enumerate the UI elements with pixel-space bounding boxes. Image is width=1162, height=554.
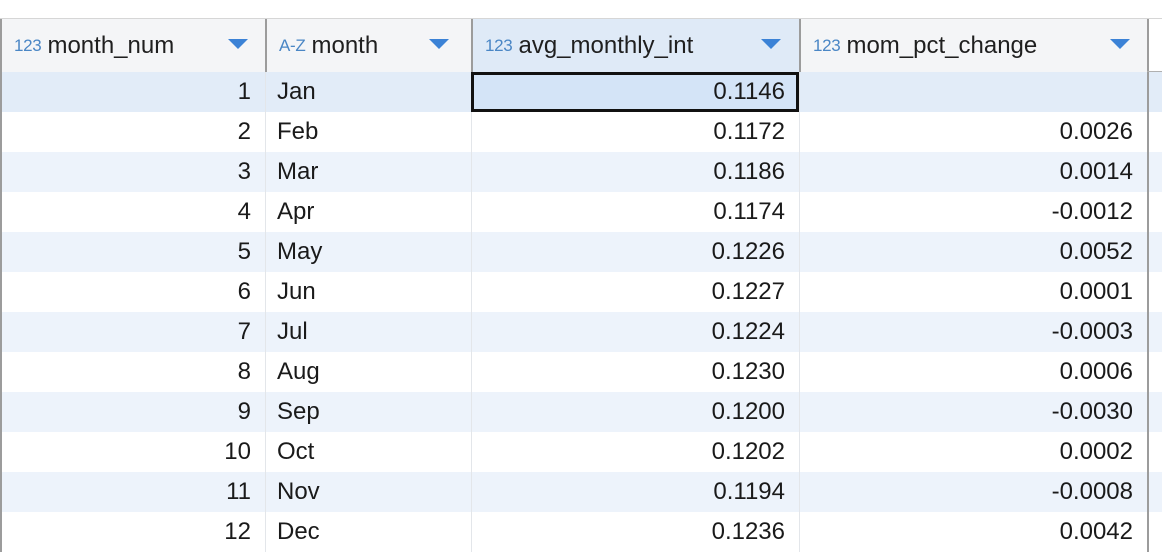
cell-month[interactable]: Jun: [265, 272, 471, 312]
cell-month-num[interactable]: 4: [0, 192, 265, 232]
chevron-down-icon[interactable]: [429, 39, 449, 49]
cell-mom-pct-change[interactable]: 0.0006: [799, 352, 1147, 392]
cell-mom-pct-change[interactable]: 0.0026: [799, 112, 1147, 152]
cell-avg-monthly-int[interactable]: 0.1172: [471, 112, 799, 152]
cell-avg-monthly-int[interactable]: 0.1194: [471, 472, 799, 512]
cell-month-num[interactable]: 8: [0, 352, 265, 392]
row-filler: [1147, 272, 1162, 312]
table-row[interactable]: 5 May 0.1226 0.0052: [0, 232, 1162, 272]
cell-month-num[interactable]: 6: [0, 272, 265, 312]
cell-mom-pct-change[interactable]: 0.0052: [799, 232, 1147, 272]
column-name: mom_pct_change: [846, 31, 1038, 59]
table-row[interactable]: 9 Sep 0.1200 -0.0030: [0, 392, 1162, 432]
grid-header: 123 month_num A-Z month 123 avg_monthly_…: [0, 19, 1162, 72]
cell-month-num[interactable]: 7: [0, 312, 265, 352]
cell-avg-monthly-int[interactable]: 0.1146: [471, 72, 799, 112]
cell-avg-monthly-int[interactable]: 0.1200: [471, 392, 799, 432]
table-row[interactable]: 8 Aug 0.1230 0.0006: [0, 352, 1162, 392]
cell-month[interactable]: Dec: [265, 512, 471, 552]
cell-mom-pct-change[interactable]: -0.0030: [799, 392, 1147, 432]
table-row[interactable]: 1 Jan 0.1146: [0, 72, 1162, 112]
cell-mom-pct-change[interactable]: [799, 72, 1147, 112]
cell-avg-monthly-int[interactable]: 0.1186: [471, 152, 799, 192]
row-filler: [1147, 512, 1162, 552]
cell-mom-pct-change[interactable]: 0.0042: [799, 512, 1147, 552]
table-row[interactable]: 6 Jun 0.1227 0.0001: [0, 272, 1162, 312]
table-row[interactable]: 2 Feb 0.1172 0.0026: [0, 112, 1162, 152]
cell-month[interactable]: Aug: [265, 352, 471, 392]
cell-month[interactable]: Oct: [265, 432, 471, 472]
cell-month-num[interactable]: 2: [0, 112, 265, 152]
column-name: month_num: [47, 31, 175, 59]
results-grid: 123 month_num A-Z month 123 avg_monthly_…: [0, 19, 1162, 552]
cell-month-num[interactable]: 11: [0, 472, 265, 512]
cell-avg-monthly-int[interactable]: 0.1236: [471, 512, 799, 552]
cell-month[interactable]: May: [265, 232, 471, 272]
cell-mom-pct-change[interactable]: 0.0014: [799, 152, 1147, 192]
row-filler: [1147, 152, 1162, 192]
table-row[interactable]: 11 Nov 0.1194 -0.0008: [0, 472, 1162, 512]
cell-month[interactable]: Jul: [265, 312, 471, 352]
cell-avg-monthly-int[interactable]: 0.1174: [471, 192, 799, 232]
cell-avg-monthly-int[interactable]: 0.1227: [471, 272, 799, 312]
row-filler: [1147, 472, 1162, 512]
cell-mom-pct-change[interactable]: -0.0008: [799, 472, 1147, 512]
numeric-type-icon: 123: [813, 35, 841, 55]
cell-month[interactable]: Feb: [265, 112, 471, 152]
cell-avg-monthly-int[interactable]: 0.1202: [471, 432, 799, 472]
cell-avg-monthly-int[interactable]: 0.1224: [471, 312, 799, 352]
cell-avg-monthly-int[interactable]: 0.1226: [471, 232, 799, 272]
column-header-avg-monthly-int[interactable]: 123 avg_monthly_int: [471, 19, 799, 72]
row-filler: [1147, 192, 1162, 232]
cell-month[interactable]: Nov: [265, 472, 471, 512]
toolbar-strip: [0, 0, 1162, 19]
cell-avg-monthly-int[interactable]: 0.1230: [471, 352, 799, 392]
text-type-icon: A-Z: [279, 35, 306, 55]
cell-month-num[interactable]: 9: [0, 392, 265, 432]
cell-month-num[interactable]: 12: [0, 512, 265, 552]
chevron-down-icon[interactable]: [761, 39, 781, 49]
cell-month[interactable]: Sep: [265, 392, 471, 432]
table-row[interactable]: 4 Apr 0.1174 -0.0012: [0, 192, 1162, 232]
cell-mom-pct-change[interactable]: 0.0001: [799, 272, 1147, 312]
column-name: avg_monthly_int: [518, 31, 694, 59]
numeric-type-icon: 123: [14, 35, 42, 55]
cell-month-num[interactable]: 1: [0, 72, 265, 112]
table-row[interactable]: 3 Mar 0.1186 0.0014: [0, 152, 1162, 192]
row-filler: [1147, 312, 1162, 352]
cell-month[interactable]: Apr: [265, 192, 471, 232]
column-name: month: [311, 31, 379, 59]
table-row[interactable]: 10 Oct 0.1202 0.0002: [0, 432, 1162, 472]
row-filler: [1147, 112, 1162, 152]
cell-month-num[interactable]: 3: [0, 152, 265, 192]
cell-mom-pct-change[interactable]: -0.0012: [799, 192, 1147, 232]
row-filler: [1147, 352, 1162, 392]
header-filler: [1147, 19, 1162, 71]
cell-month-num[interactable]: 10: [0, 432, 265, 472]
cell-month[interactable]: Mar: [265, 152, 471, 192]
cell-mom-pct-change[interactable]: 0.0002: [799, 432, 1147, 472]
column-header-mom-pct-change[interactable]: 123 mom_pct_change: [799, 19, 1147, 72]
row-filler: [1147, 72, 1162, 112]
column-header-month[interactable]: A-Z month: [265, 19, 471, 72]
chevron-down-icon[interactable]: [1110, 39, 1130, 49]
row-filler: [1147, 432, 1162, 472]
table-row[interactable]: 7 Jul 0.1224 -0.0003: [0, 312, 1162, 352]
table-row[interactable]: 12 Dec 0.1236 0.0042: [0, 512, 1162, 552]
grid-body: 1 Jan 0.1146 2 Feb 0.1172 0.0026 3 Mar 0.1186 0.00…: [0, 72, 1162, 552]
cell-month[interactable]: Jan: [265, 72, 471, 112]
cell-month-num[interactable]: 5: [0, 232, 265, 272]
row-filler: [1147, 232, 1162, 272]
chevron-down-icon[interactable]: [228, 39, 248, 49]
numeric-type-icon: 123: [485, 35, 513, 55]
row-filler: [1147, 392, 1162, 432]
cell-mom-pct-change[interactable]: -0.0003: [799, 312, 1147, 352]
column-header-month-num[interactable]: 123 month_num: [0, 19, 265, 72]
